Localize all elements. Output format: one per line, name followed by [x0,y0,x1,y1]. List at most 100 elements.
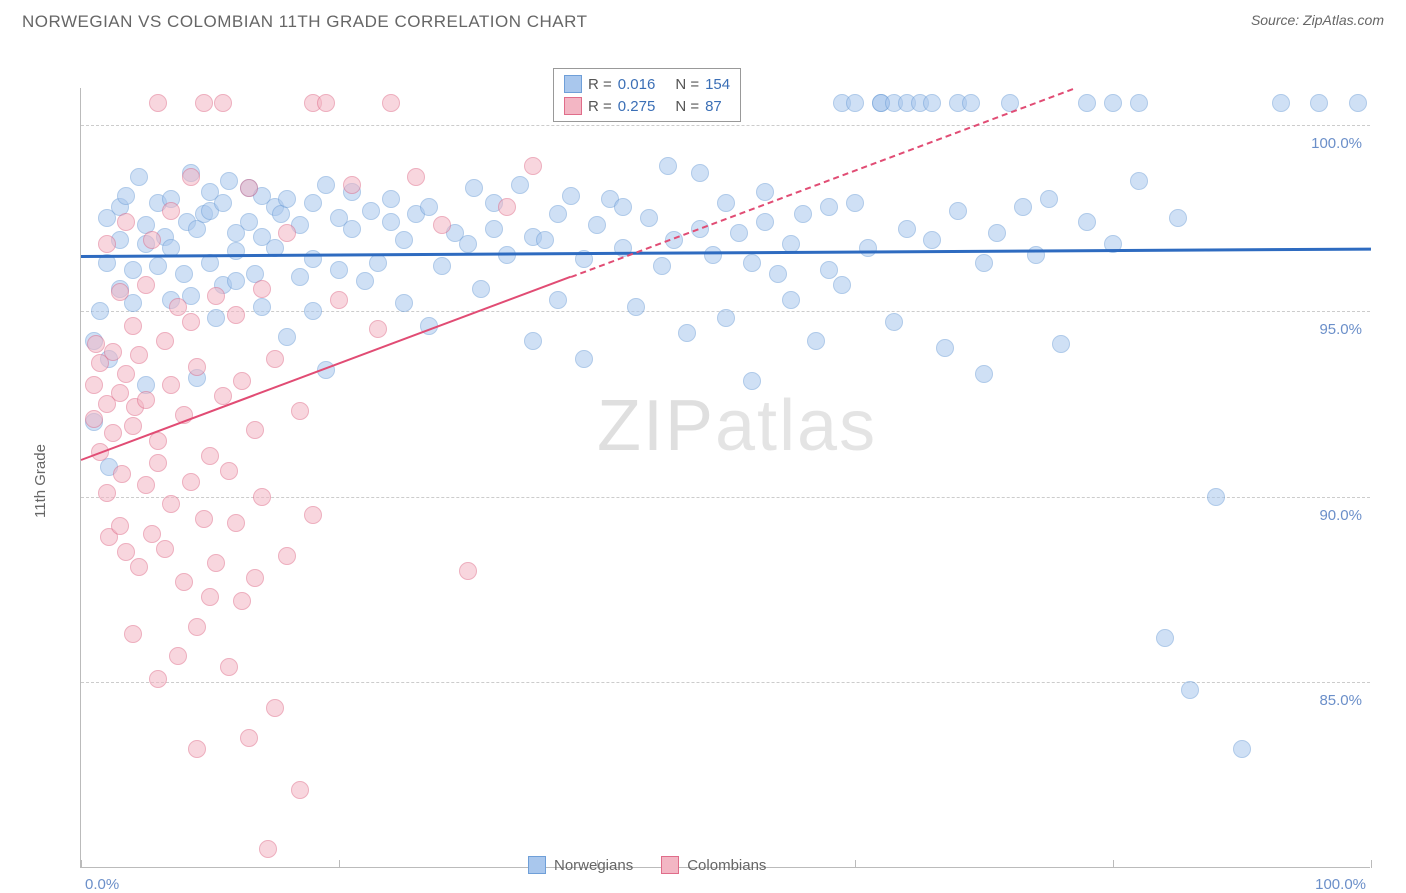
data-point [498,198,516,216]
data-point [1078,94,1096,112]
data-point [124,317,142,335]
data-point [1130,94,1148,112]
data-point [113,465,131,483]
data-point [149,454,167,472]
gridline [81,125,1370,126]
legend-r-value: 0.016 [618,76,656,93]
data-point [149,432,167,450]
data-point [820,261,838,279]
data-point [1310,94,1328,112]
x-tick-label: 0.0% [85,876,119,893]
data-point [382,94,400,112]
data-point [137,391,155,409]
data-point [549,205,567,223]
data-point [266,699,284,717]
data-point [1040,190,1058,208]
data-point [117,187,135,205]
data-point [1052,335,1070,353]
data-point [1207,488,1225,506]
data-point [988,224,1006,242]
data-point [278,547,296,565]
source-label: Source: ZipAtlas.com [1251,12,1384,28]
trend-line [81,276,572,461]
data-point [949,202,967,220]
data-point [833,276,851,294]
chart-title: NORWEGIAN VS COLOMBIAN 11TH GRADE CORREL… [22,12,588,32]
data-point [227,242,245,260]
data-point [137,476,155,494]
data-point [820,198,838,216]
data-point [465,179,483,197]
data-point [524,332,542,350]
data-point [304,194,322,212]
y-tick-label: 85.0% [1319,692,1362,709]
data-point [653,257,671,275]
data-point [304,302,322,320]
data-point [240,729,258,747]
data-point [156,332,174,350]
data-point [472,280,490,298]
data-point [188,740,206,758]
data-point [291,268,309,286]
x-tick-mark [855,860,856,868]
data-point [485,220,503,238]
data-point [149,257,167,275]
data-point [214,194,232,212]
data-point [975,254,993,272]
data-point [195,510,213,528]
data-point [91,302,109,320]
data-point [356,272,374,290]
data-point [124,261,142,279]
data-point [220,658,238,676]
data-point [111,517,129,535]
data-point [1104,94,1122,112]
data-point [362,202,380,220]
data-point [743,254,761,272]
data-point [156,540,174,558]
data-point [214,94,232,112]
data-point [124,417,142,435]
correlation-legend: R =0.016N =154R =0.275N =87 [553,68,741,122]
data-point [1272,94,1290,112]
data-point [395,294,413,312]
data-point [175,573,193,591]
legend-swatch [564,75,582,93]
data-point [207,287,225,305]
data-point [1181,681,1199,699]
data-point [143,231,161,249]
data-point [330,291,348,309]
data-point [182,473,200,491]
data-point [769,265,787,283]
data-point [162,495,180,513]
legend-swatch [564,97,582,115]
data-point [846,194,864,212]
x-tick-label: 100.0% [1315,876,1366,893]
data-point [220,462,238,480]
data-point [549,291,567,309]
data-point [233,592,251,610]
watermark: ZIPatlas [597,385,877,467]
data-point [898,220,916,238]
data-point [98,484,116,502]
gridline [81,682,1370,683]
data-point [175,265,193,283]
data-point [1014,198,1032,216]
data-point [291,781,309,799]
data-point [459,562,477,580]
x-tick-mark [81,860,82,868]
y-tick-label: 95.0% [1319,321,1362,338]
data-point [317,176,335,194]
data-point [207,554,225,572]
data-point [588,216,606,234]
legend-row: R =0.016N =154 [564,73,730,95]
data-point [137,276,155,294]
data-point [691,164,709,182]
data-point [291,402,309,420]
data-point [87,335,105,353]
data-point [923,94,941,112]
data-point [369,320,387,338]
data-point [85,376,103,394]
data-point [266,350,284,368]
data-point [1130,172,1148,190]
data-point [743,372,761,390]
